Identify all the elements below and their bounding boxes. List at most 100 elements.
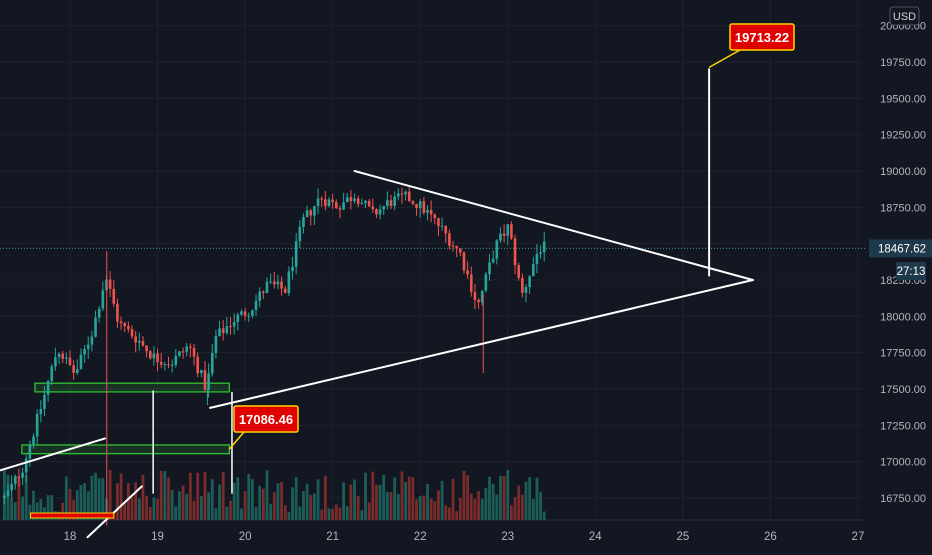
time-tick-label: 25 (676, 531, 689, 543)
candle-body (13, 476, 17, 484)
candle-body (283, 288, 287, 293)
currency-badge[interactable]: USD (889, 6, 920, 26)
candle-body (502, 233, 506, 236)
candle-body (254, 300, 258, 311)
volume-bar (247, 473, 251, 520)
candle-body (356, 198, 360, 204)
volume-bar (531, 499, 535, 520)
price-tick-label: 18000.00 (880, 311, 926, 323)
volume-bar (287, 511, 291, 520)
price-tick-label: 17750.00 (880, 348, 926, 360)
volume-bar (331, 508, 335, 520)
candle-body (331, 199, 334, 203)
volume-bar (130, 498, 134, 520)
callout-label: 17086.46 (239, 412, 293, 427)
volume-bar (167, 477, 170, 520)
volume-bar (280, 481, 283, 520)
candle-body (196, 356, 199, 374)
volume-bar (232, 482, 236, 520)
time-tick-label: 22 (414, 531, 427, 543)
candle-body (225, 326, 229, 333)
candle-body (181, 351, 185, 353)
countdown-label: 27:13 (897, 266, 926, 278)
candle-body (484, 274, 488, 291)
volume-bar (188, 472, 192, 520)
candle-body (200, 370, 203, 374)
volume-bar (316, 479, 320, 520)
volume-bar (250, 479, 254, 520)
price-tick-label: 18750.00 (880, 202, 926, 214)
price-tick-label: 19500.00 (880, 93, 926, 105)
time-axis[interactable]: 18 19 20 21 22 23 24 25 26 27 (64, 531, 865, 543)
candle-body (291, 266, 294, 272)
candle-body (488, 262, 491, 275)
volume-bar (422, 495, 426, 520)
candle-body (138, 341, 141, 343)
volume-bar (415, 499, 418, 520)
candle-body (367, 200, 371, 207)
candle-body (415, 203, 418, 209)
support-zone (34, 382, 230, 393)
volume-bar (159, 470, 163, 520)
price-tick-label: 19000.00 (880, 166, 926, 178)
volume-bar (236, 477, 240, 520)
volume-bar (469, 493, 473, 520)
candle-body (345, 197, 349, 203)
candle-body (50, 366, 54, 381)
volume-bar (21, 496, 24, 520)
volume-bar (94, 472, 97, 520)
candle-body (262, 291, 265, 293)
candle-body (542, 241, 546, 253)
volume-bar (116, 483, 119, 520)
volume-bar (407, 476, 411, 520)
volume-bar (261, 488, 265, 520)
candle-body (539, 252, 542, 255)
volume-bar (327, 508, 331, 520)
volume-bar (291, 487, 294, 520)
candle-body (459, 248, 462, 253)
candle-body (32, 436, 35, 445)
candle-body (510, 224, 513, 239)
volume-bar (345, 506, 349, 520)
time-tick-label: 19 (151, 531, 164, 543)
volume-bar (389, 492, 393, 520)
volume-bar (375, 484, 378, 520)
volume-bar (477, 491, 480, 520)
candle-body (287, 271, 291, 293)
volume-bar (254, 507, 258, 520)
volume-bar (185, 493, 189, 520)
time-tick-label: 20 (239, 531, 252, 543)
volume-bar (404, 482, 408, 520)
candle-body (528, 276, 531, 287)
volume-bar (199, 496, 203, 520)
candle-body (236, 314, 240, 323)
candle-body (462, 252, 466, 271)
candle-body (378, 209, 382, 215)
candle-body (116, 303, 119, 322)
candle-body (28, 444, 32, 459)
volume-bar (393, 477, 397, 520)
callout-label: 19713.22 (735, 30, 789, 45)
trendline (86, 485, 143, 539)
volume-bar (491, 484, 495, 520)
volume-bar (79, 485, 83, 520)
volume-bar (97, 478, 101, 520)
candle-body (280, 281, 283, 289)
volume-bar (356, 495, 360, 520)
volume-bar (101, 478, 105, 520)
volume-bar (360, 510, 364, 520)
volume-bar (382, 475, 386, 520)
trendlines[interactable] (0, 68, 754, 539)
volume-bar (39, 499, 43, 520)
volume-bar (276, 483, 280, 520)
candle-body (397, 193, 400, 197)
candle-body (43, 394, 46, 410)
candle-body (349, 197, 353, 202)
candle-body (97, 308, 101, 318)
candle-body (305, 210, 309, 217)
volume-bar (437, 490, 440, 520)
candle-body (272, 281, 276, 285)
volume-bar (509, 505, 513, 520)
